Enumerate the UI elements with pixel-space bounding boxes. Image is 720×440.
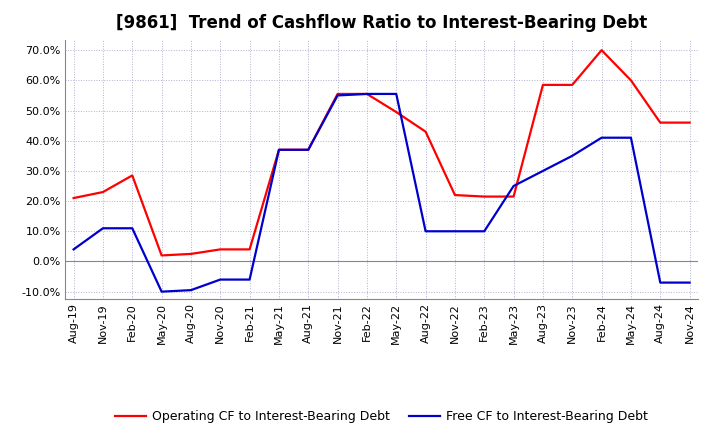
Free CF to Interest-Bearing Debt	[246, 277, 254, 282]
Operating CF to Interest-Bearing Debt	[509, 194, 518, 199]
Free CF to Interest-Bearing Debt	[685, 280, 694, 285]
Operating CF to Interest-Bearing Debt	[539, 82, 547, 88]
Line: Operating CF to Interest-Bearing Debt: Operating CF to Interest-Bearing Debt	[73, 50, 690, 256]
Operating CF to Interest-Bearing Debt	[128, 173, 137, 178]
Operating CF to Interest-Bearing Debt	[421, 129, 430, 134]
Operating CF to Interest-Bearing Debt	[216, 247, 225, 252]
Line: Free CF to Interest-Bearing Debt: Free CF to Interest-Bearing Debt	[73, 94, 690, 292]
Operating CF to Interest-Bearing Debt	[480, 194, 489, 199]
Operating CF to Interest-Bearing Debt	[246, 247, 254, 252]
Operating CF to Interest-Bearing Debt	[274, 147, 283, 152]
Free CF to Interest-Bearing Debt	[304, 147, 312, 152]
Free CF to Interest-Bearing Debt	[509, 183, 518, 189]
Operating CF to Interest-Bearing Debt	[69, 195, 78, 201]
Free CF to Interest-Bearing Debt	[157, 289, 166, 294]
Free CF to Interest-Bearing Debt	[186, 287, 195, 293]
Free CF to Interest-Bearing Debt	[99, 226, 107, 231]
Operating CF to Interest-Bearing Debt	[685, 120, 694, 125]
Free CF to Interest-Bearing Debt	[216, 277, 225, 282]
Free CF to Interest-Bearing Debt	[568, 153, 577, 158]
Operating CF to Interest-Bearing Debt	[392, 110, 400, 115]
Free CF to Interest-Bearing Debt	[451, 229, 459, 234]
Operating CF to Interest-Bearing Debt	[626, 78, 635, 83]
Operating CF to Interest-Bearing Debt	[656, 120, 665, 125]
Free CF to Interest-Bearing Debt	[539, 168, 547, 173]
Free CF to Interest-Bearing Debt	[480, 229, 489, 234]
Operating CF to Interest-Bearing Debt	[157, 253, 166, 258]
Free CF to Interest-Bearing Debt	[656, 280, 665, 285]
Free CF to Interest-Bearing Debt	[128, 226, 137, 231]
Free CF to Interest-Bearing Debt	[421, 229, 430, 234]
Free CF to Interest-Bearing Debt	[392, 91, 400, 96]
Operating CF to Interest-Bearing Debt	[568, 82, 577, 88]
Operating CF to Interest-Bearing Debt	[333, 91, 342, 96]
Operating CF to Interest-Bearing Debt	[598, 48, 606, 53]
Operating CF to Interest-Bearing Debt	[304, 147, 312, 152]
Free CF to Interest-Bearing Debt	[69, 247, 78, 252]
Operating CF to Interest-Bearing Debt	[363, 91, 372, 96]
Free CF to Interest-Bearing Debt	[626, 135, 635, 140]
Free CF to Interest-Bearing Debt	[333, 93, 342, 98]
Legend: Operating CF to Interest-Bearing Debt, Free CF to Interest-Bearing Debt: Operating CF to Interest-Bearing Debt, F…	[110, 405, 653, 428]
Free CF to Interest-Bearing Debt	[274, 147, 283, 152]
Free CF to Interest-Bearing Debt	[363, 91, 372, 96]
Operating CF to Interest-Bearing Debt	[186, 251, 195, 257]
Operating CF to Interest-Bearing Debt	[451, 192, 459, 198]
Operating CF to Interest-Bearing Debt	[99, 189, 107, 194]
Free CF to Interest-Bearing Debt	[598, 135, 606, 140]
Title: [9861]  Trend of Cashflow Ratio to Interest-Bearing Debt: [9861] Trend of Cashflow Ratio to Intere…	[116, 15, 647, 33]
